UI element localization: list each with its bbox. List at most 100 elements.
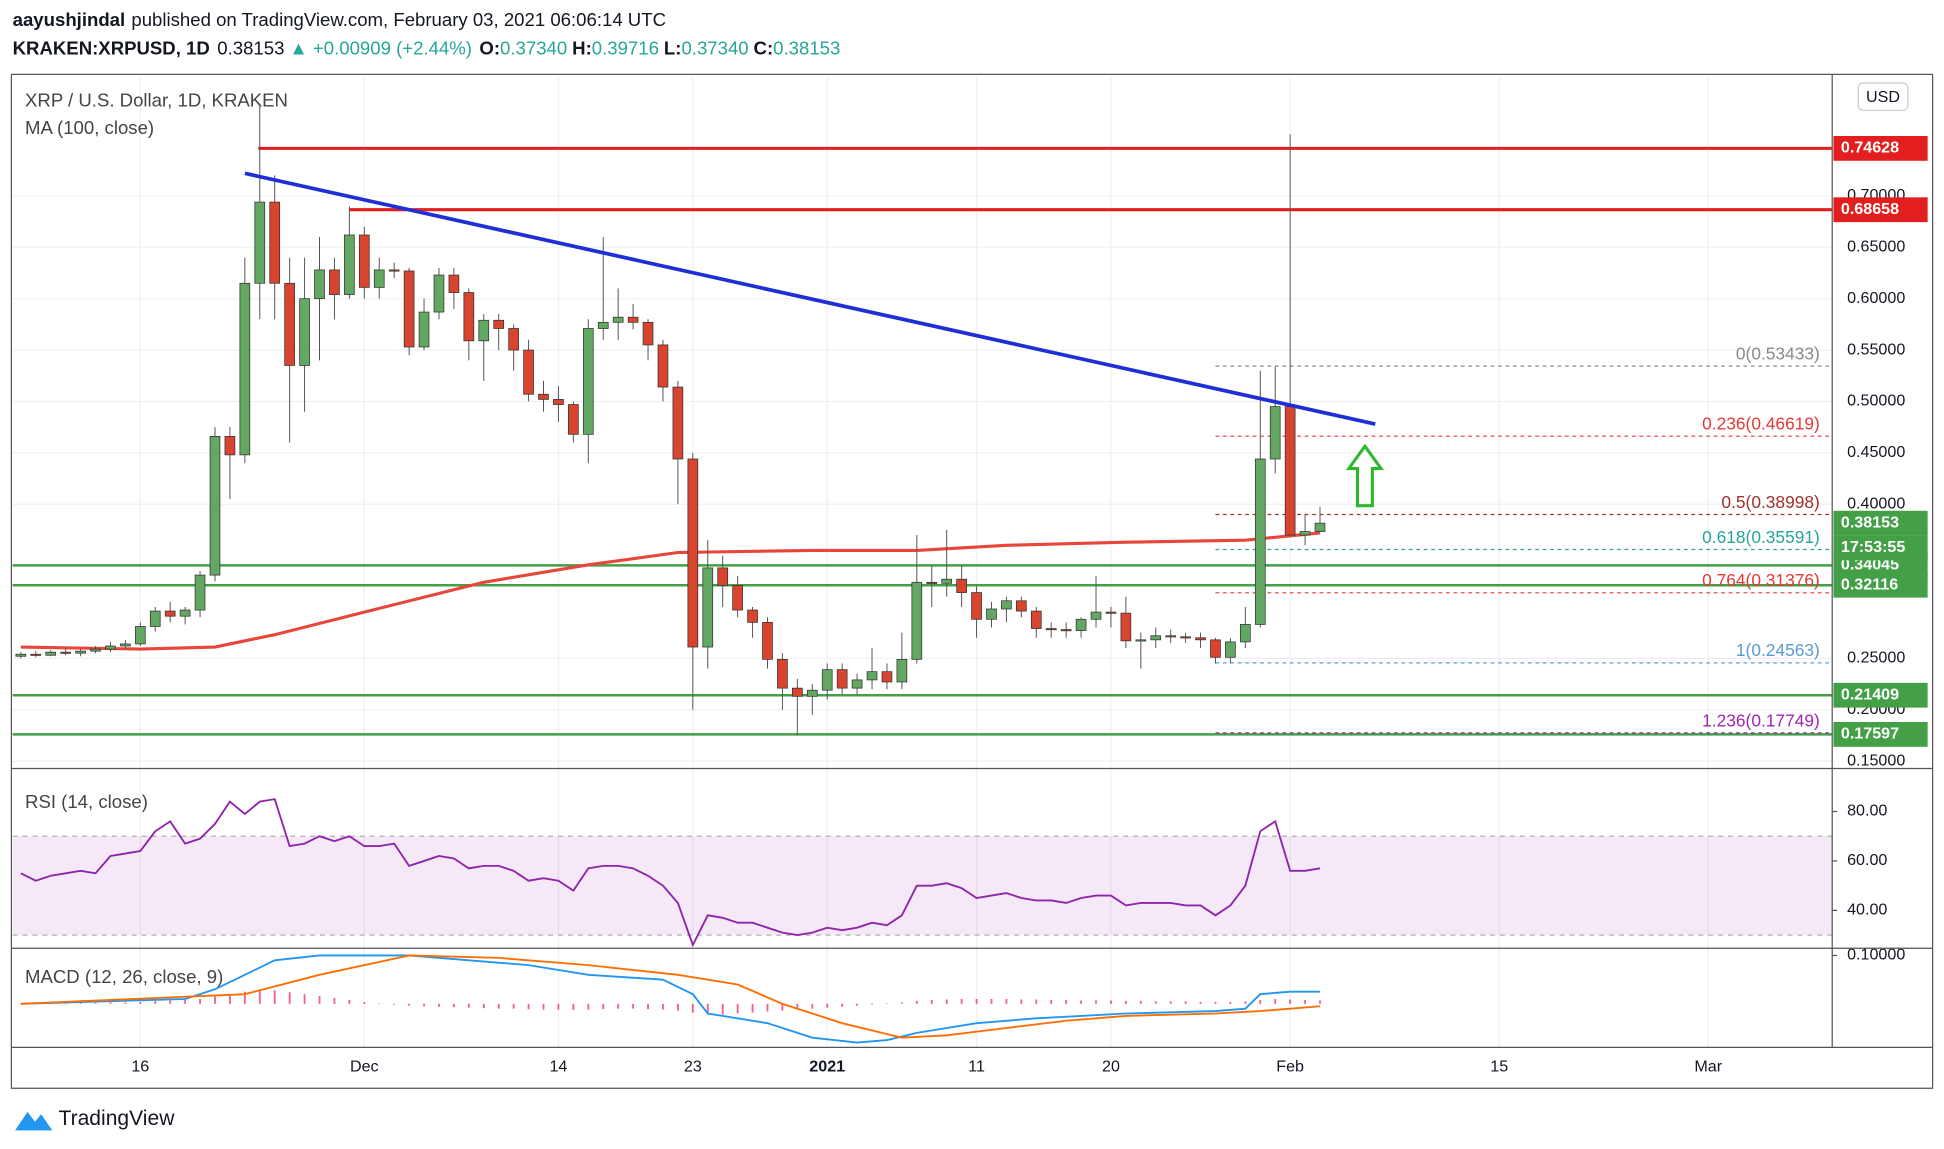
- candle-body: [30, 653, 42, 656]
- l: 0.37340: [681, 37, 748, 58]
- currency-button[interactable]: [1857, 82, 1909, 111]
- candle-body: [209, 436, 221, 576]
- rsi-line: [20, 798, 1321, 948]
- trendline: [244, 171, 1376, 426]
- chart-area: 16 Dec 14 23 2021 11 20 Feb 15 Mar0.700000.650000…: [12, 76, 1928, 1075]
- candle-body: [1284, 406, 1296, 536]
- author: aayushjindal: [13, 9, 126, 30]
- h: 0.39716: [592, 37, 659, 58]
- last-price-badge-label: 0.38153: [1841, 513, 1899, 531]
- candle-body: [866, 671, 878, 681]
- candle-body: [329, 269, 340, 295]
- c: 0.38153: [773, 37, 840, 58]
- chart-border: [10, 73, 1934, 1089]
- candle-body: [418, 311, 430, 348]
- rsi-tick-label: 40.00: [1847, 901, 1887, 919]
- candle-body: [75, 650, 86, 654]
- candle-body: [478, 319, 490, 342]
- candle-body: [493, 319, 505, 329]
- candle-body: [1240, 624, 1251, 643]
- candle-body: [777, 658, 788, 689]
- price-badge: [1833, 197, 1928, 223]
- candle-body: [344, 234, 355, 295]
- candle-body: [358, 234, 370, 288]
- candle-body: [896, 658, 908, 683]
- moving-average: [20, 531, 1321, 651]
- candle-body: [1016, 600, 1027, 612]
- candle-body: [986, 608, 997, 620]
- candle-body: [284, 282, 295, 366]
- up-arrow: [1345, 443, 1385, 508]
- publish-text: published on TradingView.com, February 0…: [131, 9, 666, 30]
- candle-body: [597, 321, 609, 329]
- x-tick-label: 16: [131, 1057, 149, 1075]
- macd-line: [20, 954, 1321, 1039]
- candle-body: [851, 679, 863, 689]
- candle-body: [239, 282, 251, 456]
- candle-body: [702, 567, 714, 648]
- candle-body: [941, 578, 953, 584]
- candle-body: [538, 393, 549, 400]
- candle-body: [792, 687, 803, 697]
- candle-body: [1165, 635, 1177, 638]
- y-tick-label: 0.60000: [1847, 289, 1905, 307]
- candle-body: [612, 316, 624, 323]
- candle-body: [956, 578, 967, 593]
- x-tick-label: 15: [1490, 1057, 1508, 1075]
- candle-body: [448, 274, 460, 293]
- candle-body: [134, 626, 146, 645]
- h-label: H:: [572, 37, 592, 58]
- x-tick-label: 20: [1102, 1057, 1120, 1075]
- rsi-tick-label: 80.00: [1847, 802, 1887, 820]
- candle-body: [717, 567, 729, 586]
- ma-legend: MA (100, close): [25, 117, 154, 138]
- price-badge-label: 0.17597: [1841, 725, 1899, 743]
- y-tick-label: 0.55000: [1847, 340, 1905, 358]
- rsi-tick-label: 60.00: [1847, 851, 1887, 869]
- rsi-title: RSI (14, close): [25, 791, 148, 812]
- candle-body: [463, 292, 475, 342]
- x-tick-label: 11: [968, 1057, 985, 1075]
- y-tick-label: 0.40000: [1847, 494, 1905, 512]
- candle-body: [1210, 639, 1221, 658]
- footer-brand: TradingView: [59, 1107, 176, 1130]
- candle-body: [642, 321, 654, 346]
- candle-body: [1120, 612, 1132, 642]
- price-badge: [1833, 135, 1928, 161]
- candle-body: [45, 651, 57, 656]
- candle-body: [1075, 618, 1087, 631]
- footer-logo: [15, 1111, 53, 1131]
- candle-body: [762, 621, 773, 660]
- candle-body: [90, 648, 101, 652]
- candle-body: [732, 585, 743, 611]
- y-tick-label: 0.50000: [1847, 392, 1905, 410]
- candle-body: [1150, 635, 1162, 641]
- candle-body: [971, 592, 982, 620]
- candle-body: [1254, 458, 1266, 625]
- x-tick-label: Feb: [1276, 1057, 1304, 1075]
- price-badge: [1833, 682, 1928, 708]
- price-badge-label: 0.32116: [1841, 575, 1898, 593]
- macd-tick-label: 0.10000: [1847, 946, 1905, 964]
- candle-body: [105, 645, 116, 650]
- x-tick-label: Dec: [350, 1057, 379, 1075]
- candle-body: [373, 269, 385, 288]
- candle-body: [553, 399, 564, 405]
- candle-body: [1135, 639, 1147, 642]
- candle-body: [523, 349, 534, 395]
- candle-body: [911, 581, 923, 660]
- x-tick-label: 2021: [809, 1057, 845, 1075]
- candle-body: [1314, 522, 1326, 532]
- candle-body: [269, 201, 281, 284]
- candle-body: [1225, 641, 1236, 658]
- price-badge-label: 0.68658: [1841, 200, 1899, 218]
- macd-title: MACD (12, 26, close, 9): [25, 966, 223, 987]
- countdown: 17:53:55: [1841, 538, 1906, 556]
- candle-body: [149, 610, 161, 627]
- candle-body: [1180, 636, 1191, 639]
- fib-label: 0(0.53433): [1736, 344, 1820, 364]
- candle-body: [627, 316, 639, 323]
- candle-body: [1045, 628, 1057, 631]
